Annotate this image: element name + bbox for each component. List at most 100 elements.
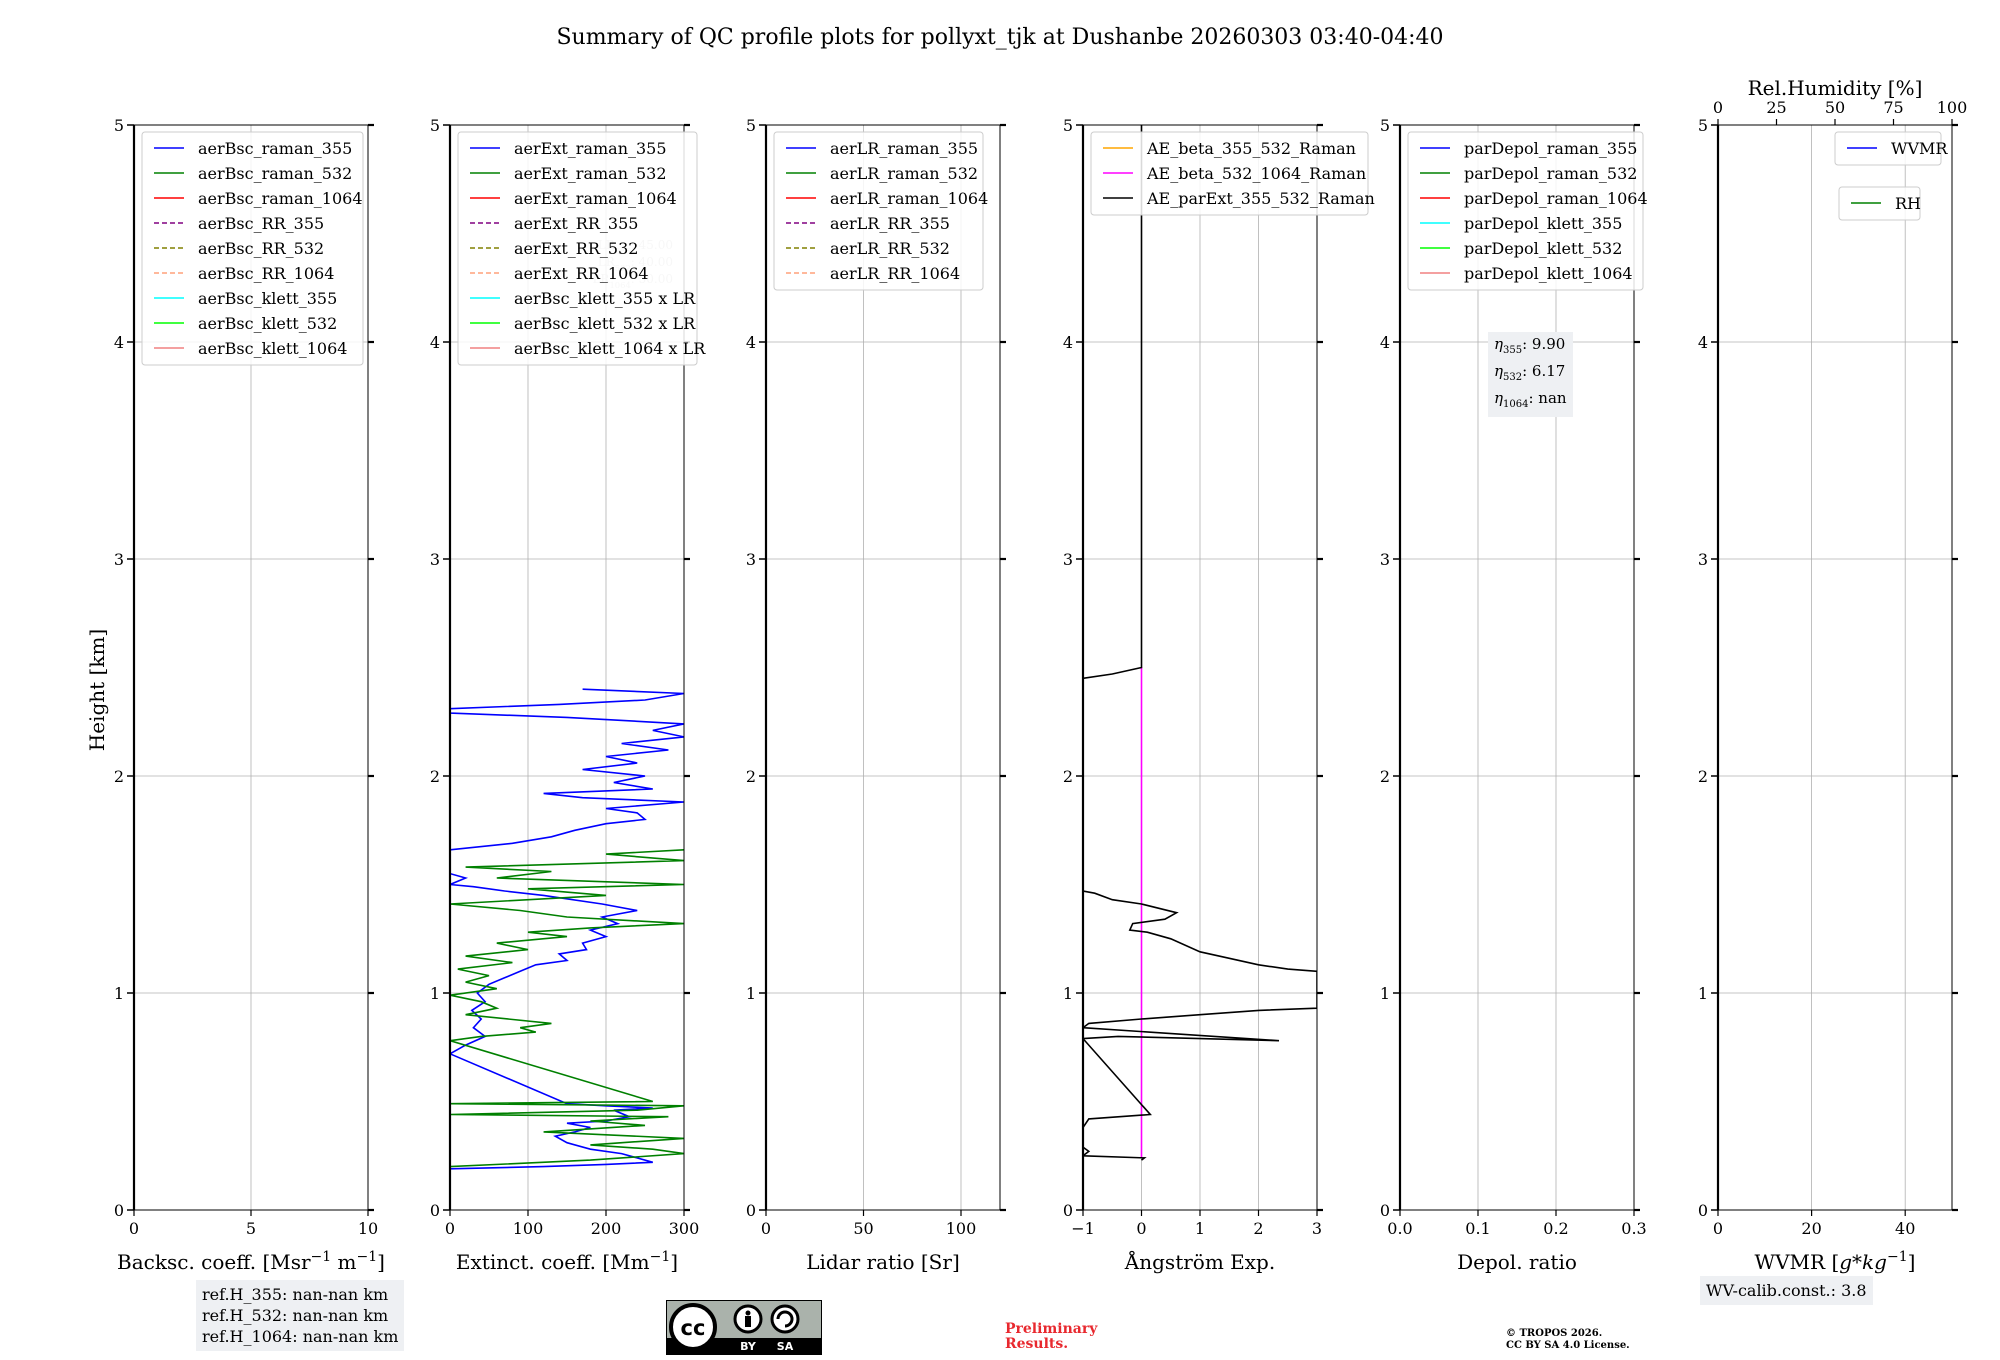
legend-entry-aerBsc_raman_1064: aerBsc_raman_1064	[198, 189, 363, 208]
y-tick-label: 4	[114, 333, 124, 352]
y-tick-label: 4	[1063, 333, 1073, 352]
y-tick-label: 2	[746, 767, 756, 786]
y-tick-label: 2	[114, 767, 124, 786]
x-tick-label: −1	[1071, 1219, 1095, 1238]
legend-entry-aerBsc_klett_1064: aerBsc_klett_1064	[198, 339, 347, 358]
legend-entry-aerExt_RR_1064: aerExt_RR_1064	[514, 264, 649, 283]
legend-entry-aerBsc_klett_1064 x LR: aerBsc_klett_1064 x LR	[514, 339, 706, 358]
legend-entry-RH: RH	[1895, 194, 1921, 213]
x-axis-label: WVMR [g*kg−1]	[1755, 1249, 1916, 1274]
panel-p3: 0 50 100 0 1 2 3 4 5 Lidar ratio [Sr] aerLR_raman_…	[746, 116, 1006, 1274]
y-tick-label: 3	[114, 550, 124, 569]
legend-entry-aerExt_raman_532: aerExt_raman_532	[514, 164, 667, 183]
legend-wvmr-box	[1834, 131, 1942, 166]
x-axis-label: Ångström Exp.	[1124, 1249, 1275, 1274]
y-tick-label: 5	[1380, 116, 1390, 135]
y-tick-label: 5	[114, 116, 124, 135]
x-tick-label: 0	[1136, 1219, 1146, 1238]
legend-entry-aerBsc_klett_532: aerBsc_klett_532	[198, 314, 337, 333]
series-line-aerExt_raman_532	[450, 849, 684, 1168]
x-tick-label: 10	[358, 1219, 378, 1238]
legend-entry-aerLR_RR_532: aerLR_RR_532	[830, 239, 950, 258]
legend-entry-aerLR_RR_355: aerLR_RR_355	[830, 214, 950, 233]
eta-value-1064: nan	[1538, 389, 1567, 407]
legend-entry-parDepol_klett_355: parDepol_klett_355	[1464, 214, 1622, 233]
figure-title: Summary of QC profile plots for pollyxt_…	[556, 25, 1443, 50]
eta-532: η532: 6.17	[1494, 362, 1566, 383]
y-tick-label: 3	[746, 550, 756, 569]
x-tick-label: 0.3	[1621, 1219, 1646, 1238]
legend-entry-WVMR: WVMR	[1891, 139, 1948, 158]
y-tick-label: 5	[430, 116, 440, 135]
y-tick-label: 5	[1698, 116, 1708, 135]
legend-entry-aerExt_raman_355: aerExt_raman_355	[514, 139, 667, 158]
top-x-tick-label: 100	[1937, 98, 1968, 117]
preliminary-line-1: Preliminary	[1005, 1321, 1098, 1337]
y-tick-label: 1	[430, 984, 440, 1003]
y-tick-label: 5	[746, 116, 756, 135]
x-tick-label: 300	[669, 1219, 700, 1238]
y-tick-label: 2	[1063, 767, 1073, 786]
series-line-AE_parExt_355_532_Raman	[1083, 125, 1317, 1161]
legend-entry-aerLR_raman_1064: aerLR_raman_1064	[830, 189, 988, 208]
sa-label: SA	[777, 1340, 794, 1353]
cc-license-badge[interactable]: cc BY SA	[666, 1300, 822, 1355]
y-axis-label: Height [km]	[85, 629, 109, 751]
y-tick-label: 2	[1380, 767, 1390, 786]
eta-value-532: 6.17	[1531, 362, 1566, 380]
x-tick-label: 100	[513, 1219, 544, 1238]
x-tick-label: 200	[591, 1219, 622, 1238]
legend-entry-aerExt_RR_355: aerExt_RR_355	[514, 214, 638, 233]
y-tick-label: 0	[1380, 1201, 1390, 1220]
legend-entry-parDepol_raman_1064: parDepol_raman_1064	[1464, 189, 1648, 208]
y-tick-label: 4	[1698, 333, 1708, 352]
legend-entry-aerLR_RR_1064: aerLR_RR_1064	[830, 264, 960, 283]
copyright-line-1: © TROPOS 2026.	[1506, 1328, 1603, 1339]
eta-1064: η1064: nan	[1494, 389, 1567, 410]
x-tick-label: 0	[129, 1219, 139, 1238]
top-x-tick-label: 75	[1883, 98, 1903, 117]
panel-p5: 0.0 0.1 0.2 0.3 0 1 2 3 4 5 Depol. ratio parDepol_r…	[1380, 116, 1648, 1274]
refh-line-1064: ref.H_1064: nan-nan km	[202, 1327, 399, 1346]
legend-entry-AE_parExt_355_532_Raman: AE_parExt_355_532_Raman	[1146, 189, 1375, 208]
panel-p6: 0 20 40 0 1 2 3 4 5 WVMR [g*kg−1] 0 25 50 75 100 Rel.Hu…	[1698, 76, 1967, 1274]
y-tick-label: 1	[114, 984, 124, 1003]
refh-line-355: ref.H_355: nan-nan km	[202, 1285, 389, 1304]
legend-box	[1090, 131, 1369, 216]
y-tick-label: 0	[114, 1201, 124, 1220]
person-head-icon	[745, 1310, 751, 1316]
panel-p1: 0 5 10 0 1 2 3 4 5 Backsc. coeff. [Msr−1 m−1] aerB…	[114, 116, 385, 1274]
reference-height-box: ref.H_355: nan-nan km ref.H_532: nan-nan…	[196, 1280, 405, 1351]
y-tick-label: 3	[1380, 550, 1390, 569]
legend-entry-aerBsc_RR_532: aerBsc_RR_532	[198, 239, 324, 258]
legend-box	[1407, 131, 1644, 291]
y-tick-label: 1	[1698, 984, 1708, 1003]
x-axis-label: Extinct. coeff. [Mm−1]	[456, 1249, 678, 1274]
cc-logo-text: cc	[681, 1316, 706, 1340]
copyright-line-2: CC BY SA 4.0 License.	[1506, 1340, 1630, 1351]
x-axis-label: Backsc. coeff. [Msr−1 m−1]	[117, 1249, 385, 1274]
legend-entry-aerExt_RR_532: aerExt_RR_532	[514, 239, 638, 258]
x-tick-label: 100	[946, 1219, 977, 1238]
x-tick-label: 0.1	[1465, 1219, 1490, 1238]
legend-entry-parDepol_klett_1064: parDepol_klett_1064	[1464, 264, 1633, 283]
legend-entry-aerBsc_klett_355 x LR: aerBsc_klett_355 x LR	[514, 289, 696, 308]
refh-line-532: ref.H_532: nan-nan km	[202, 1306, 389, 1325]
eta-sub-1064: 1064	[1503, 399, 1529, 410]
legend-entry-aerExt_raman_1064: aerExt_raman_1064	[514, 189, 677, 208]
top-x-axis-label: Rel.Humidity [%]	[1748, 76, 1923, 100]
by-label: BY	[740, 1340, 757, 1353]
legend-entry-parDepol_raman_532: parDepol_raman_532	[1464, 164, 1637, 183]
legend-entry-aerBsc_RR_355: aerBsc_RR_355	[198, 214, 324, 233]
wv-calibration-box: WV-calib.const.: 3.8	[1700, 1276, 1873, 1305]
y-tick-label: 3	[1698, 550, 1708, 569]
eta-value-355: 9.90	[1531, 335, 1566, 353]
eta-355: η355: 9.90	[1494, 335, 1566, 356]
legend-entry-parDepol_klett_532: parDepol_klett_532	[1464, 239, 1622, 258]
legend-box	[141, 131, 364, 366]
eta-sub-532: 532	[1503, 372, 1523, 383]
x-tick-label: 0.0	[1387, 1219, 1412, 1238]
y-tick-label: 1	[1380, 984, 1390, 1003]
